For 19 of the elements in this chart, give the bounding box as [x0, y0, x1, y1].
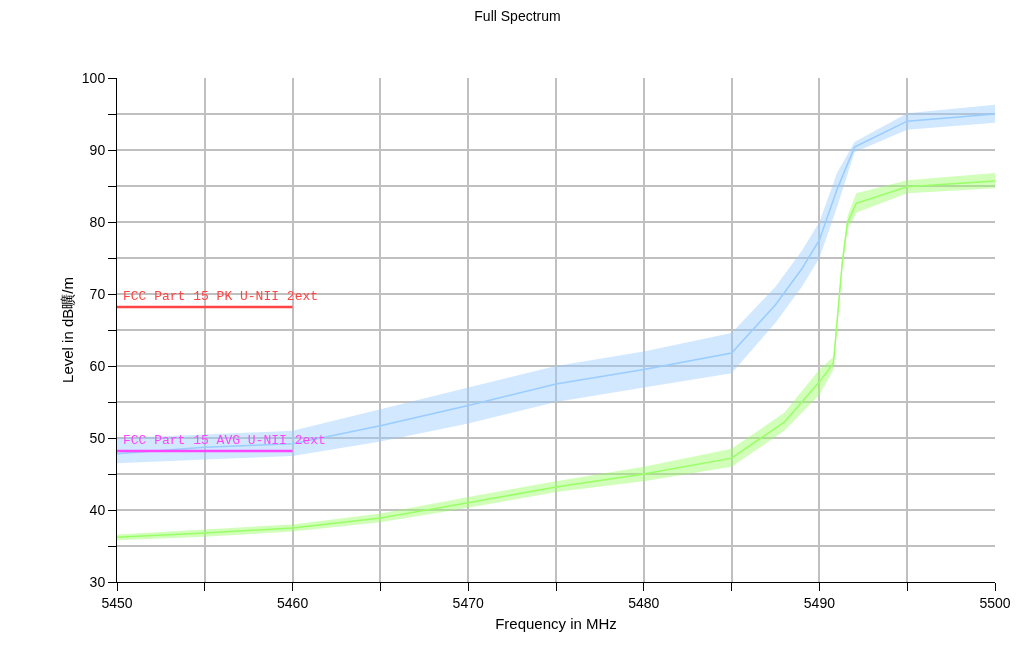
y-axis-title: Level in dB曠/m — [59, 277, 77, 383]
y-tick-label: 30 — [89, 573, 106, 590]
y-tick-label: 40 — [89, 501, 106, 518]
y-tick-label: 100 — [81, 69, 106, 86]
x-tick-label: 5500 — [979, 594, 1011, 611]
y-tick-label: 70 — [89, 285, 106, 302]
chart-title: Full Spectrum — [474, 7, 561, 24]
y-tick-label: 60 — [89, 357, 106, 374]
x-tick-label: 5470 — [452, 594, 484, 611]
series-label: FCC Part 15 PK U-NII 2ext — [123, 289, 319, 304]
y-tick-label: 50 — [89, 429, 106, 446]
x-axis-title: Frequency in MHz — [495, 614, 617, 632]
x-tick-label: 5490 — [803, 594, 836, 611]
y-tick-label: 90 — [89, 141, 106, 158]
x-tick-label: 5480 — [628, 594, 660, 611]
x-tick-label: 5460 — [277, 594, 309, 611]
y-tick-label: 80 — [89, 213, 106, 230]
x-tick-label: 5450 — [101, 594, 133, 611]
series-label: FCC Part 15 AVG U-NII 2ext — [123, 433, 326, 448]
